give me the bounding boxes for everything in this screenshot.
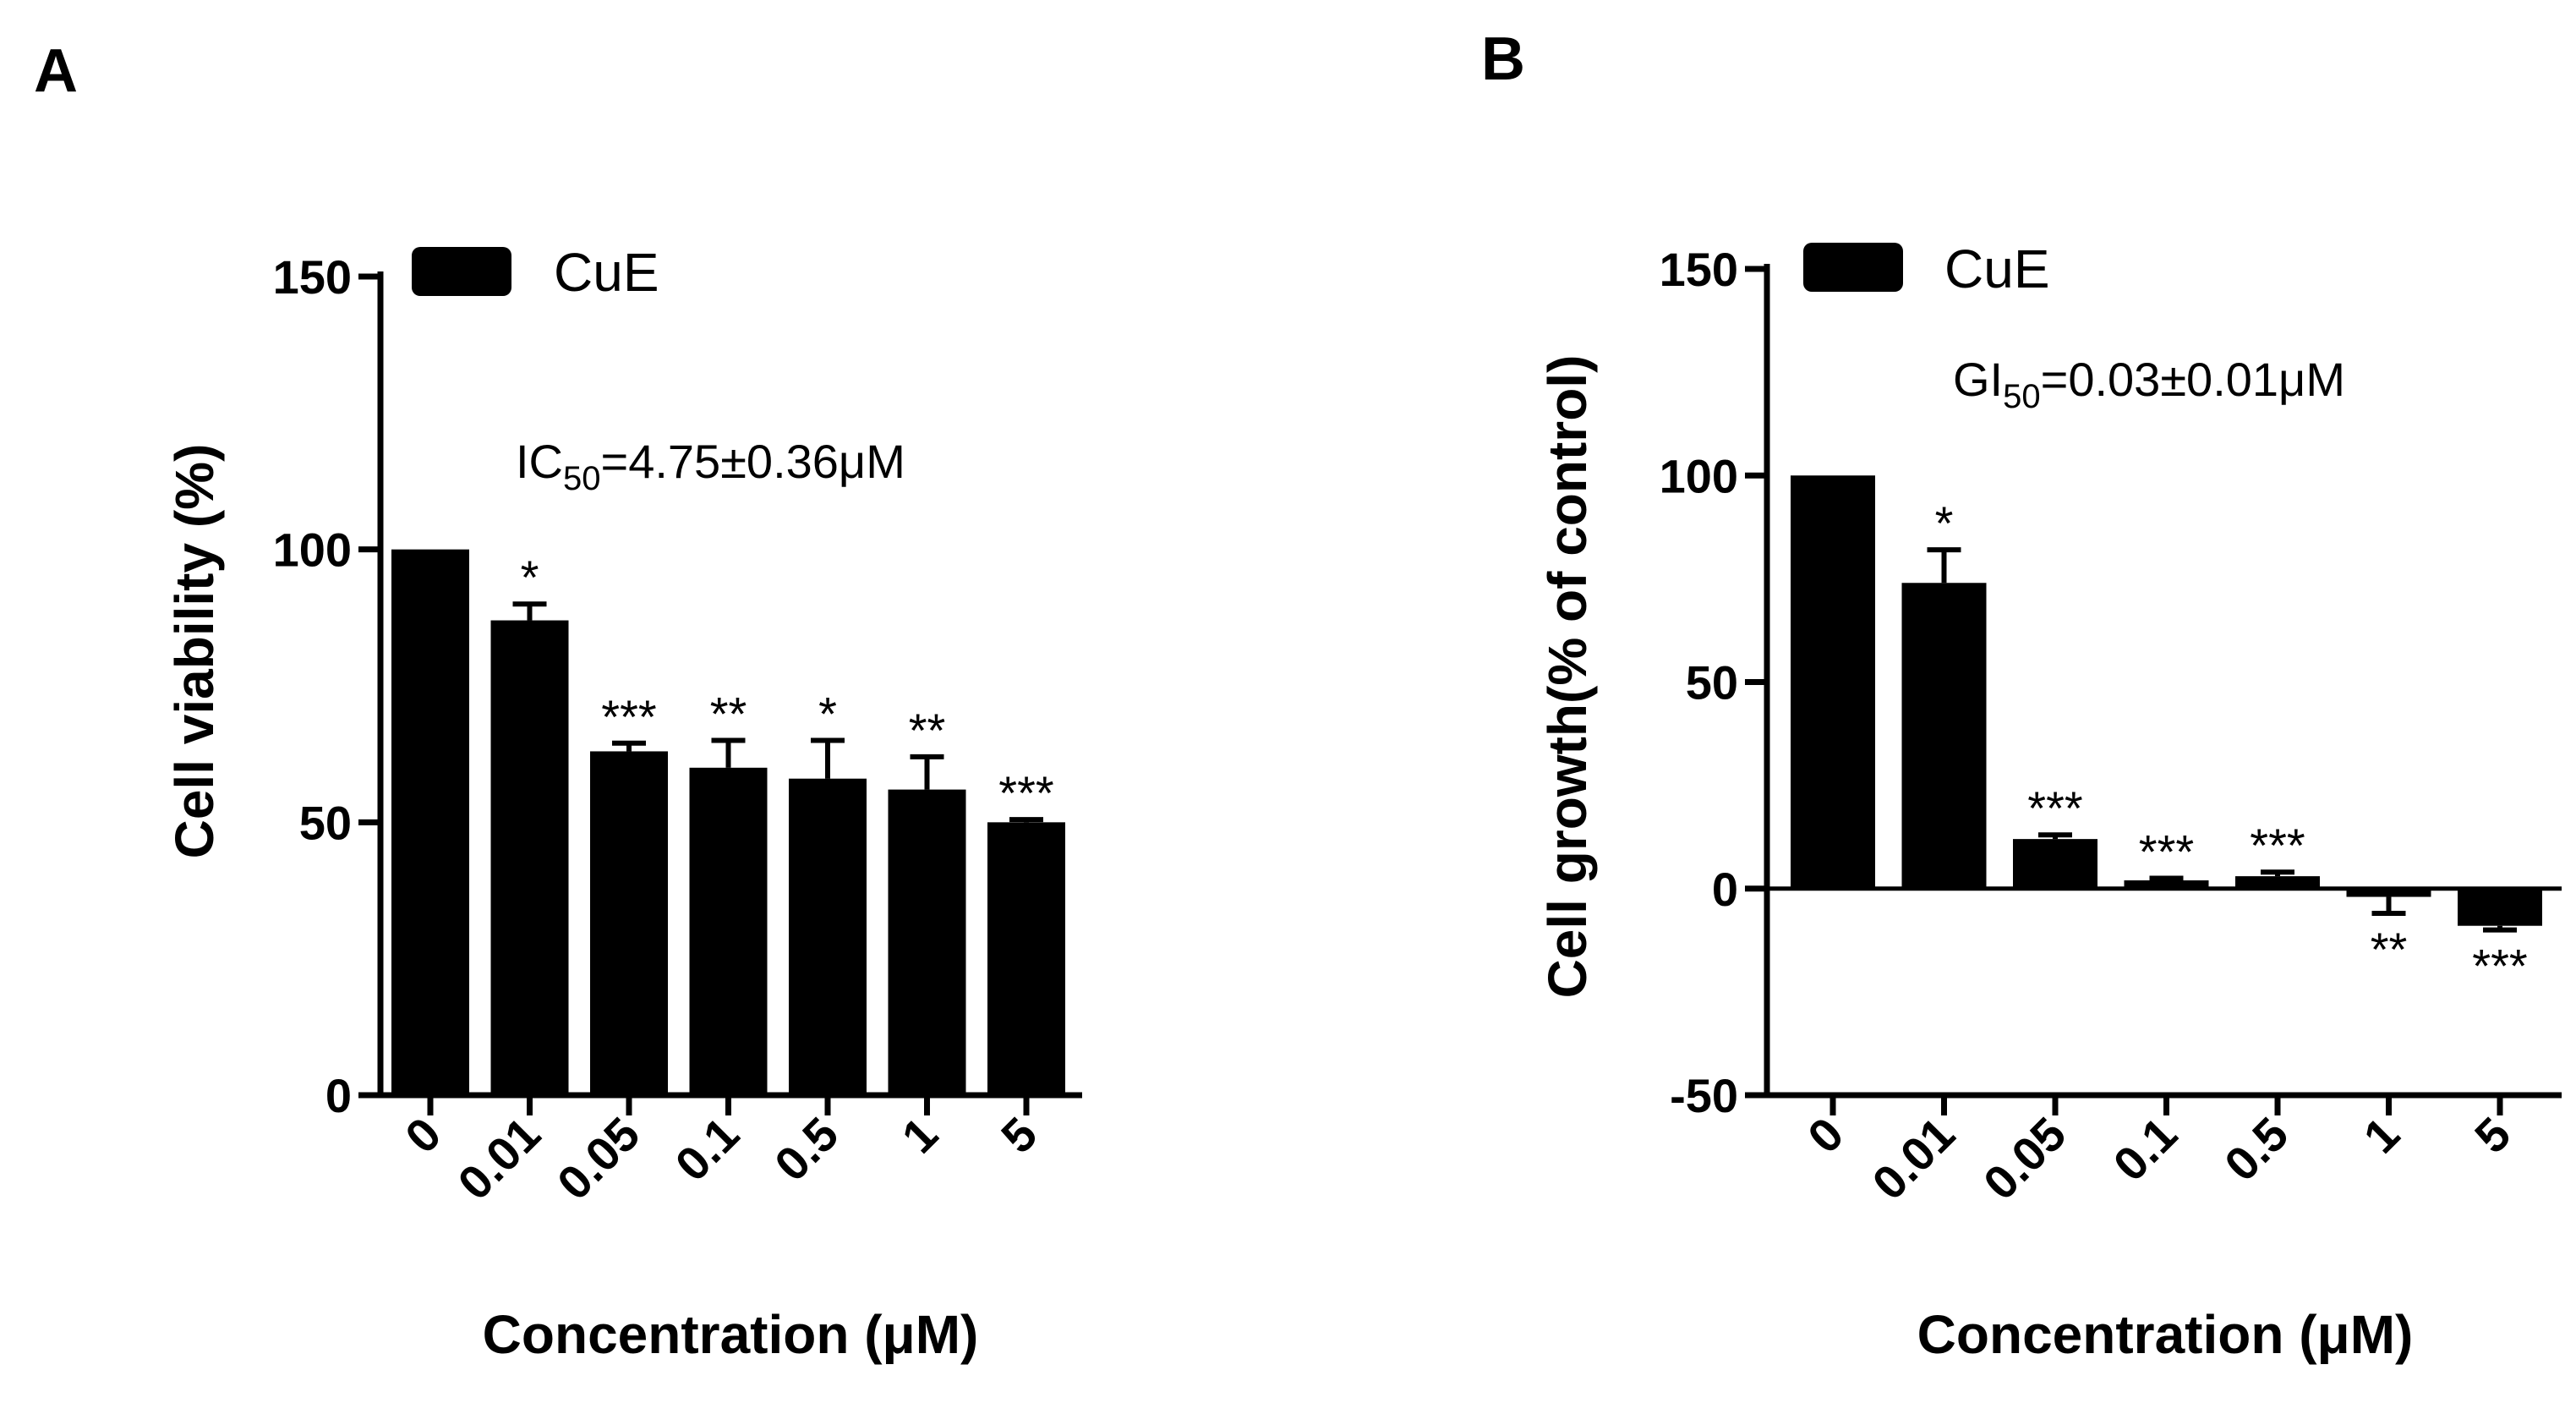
panel-b-y-tick-label: 50: [1686, 656, 1738, 710]
panel-a-letter: A: [34, 37, 78, 105]
panel-a-bar: [888, 789, 966, 1095]
panel-b-y-tick-label: 150: [1660, 243, 1738, 296]
panel-b-legend-swatch: [1803, 243, 1903, 292]
panel-b-significance-label: ***: [2027, 781, 2082, 835]
panel-b-bar: [2013, 839, 2097, 889]
panel-a-significance-label: ***: [998, 766, 1053, 819]
panel-b-y-tick-label: 0: [1712, 863, 1738, 916]
panel-b-legend: CuE: [1803, 238, 2050, 299]
panel-a-legend: CuE: [412, 242, 659, 303]
panel-b-bar: [2235, 876, 2320, 889]
panel-a-y-tick-label: 150: [273, 250, 352, 304]
panel-a-bar: [391, 549, 469, 1095]
panel-a-y-tick-label: 0: [325, 1069, 352, 1122]
panel-b-x-axis-title: Concentration (μM): [1917, 1304, 2414, 1365]
panel-b-y-tick-label: -50: [1670, 1069, 1738, 1122]
panel-a-significance-label: *: [818, 688, 837, 741]
panel-a-bar: [490, 620, 569, 1095]
panel-b-bar: [2124, 880, 2209, 889]
panel-a-significance-label: ***: [601, 690, 656, 743]
panel-b-significance-label: ***: [2472, 940, 2527, 993]
panel-a-ic50-annotation: IC50=4.75±0.36μM: [516, 435, 905, 497]
panel-b-y-tick-label: 100: [1660, 449, 1738, 502]
panel-a-significance-label: **: [710, 688, 747, 741]
panel-b-gi50-annotation: GI50=0.03±0.01μM: [1953, 353, 2345, 415]
panel-b-y-axis-title: Cell growth(% of control): [1537, 355, 1598, 999]
panel-a-bar: [590, 751, 668, 1095]
panel-b-significance-label: ***: [2139, 825, 2194, 879]
panel-a-legend-label: CuE: [554, 242, 659, 303]
panel-a-bar: [789, 778, 867, 1095]
panel-b-bar: [2346, 888, 2431, 897]
panel-a-y-axis-title: Cell viability (%): [164, 444, 225, 859]
panel-b-letter: B: [1481, 25, 1525, 93]
panel-a-bar: [987, 822, 1065, 1095]
panel-b-significance-label: **: [2371, 923, 2408, 976]
panel-b-significance-label: ***: [2250, 819, 2305, 872]
panel-a: A Cell viability (%) Concentration (μM) …: [34, 37, 1082, 1365]
panel-a-legend-swatch: [412, 247, 511, 296]
panel-b-bar: [2458, 888, 2542, 926]
panel-b-bar: [1791, 475, 1875, 889]
panel-a-x-axis-title: Concentration (μM): [483, 1304, 979, 1365]
panel-b-bar: [1901, 583, 1987, 889]
panel-b-significance-label: *: [1935, 496, 1954, 550]
panel-a-bar: [689, 767, 768, 1095]
panel-a-y-tick-label: 100: [273, 523, 352, 577]
panel-b-legend-label: CuE: [1944, 238, 2050, 299]
panel-a-y-tick-label: 50: [299, 796, 352, 849]
panel-a-significance-label: **: [909, 704, 946, 757]
panel-a-significance-label: *: [521, 551, 539, 604]
